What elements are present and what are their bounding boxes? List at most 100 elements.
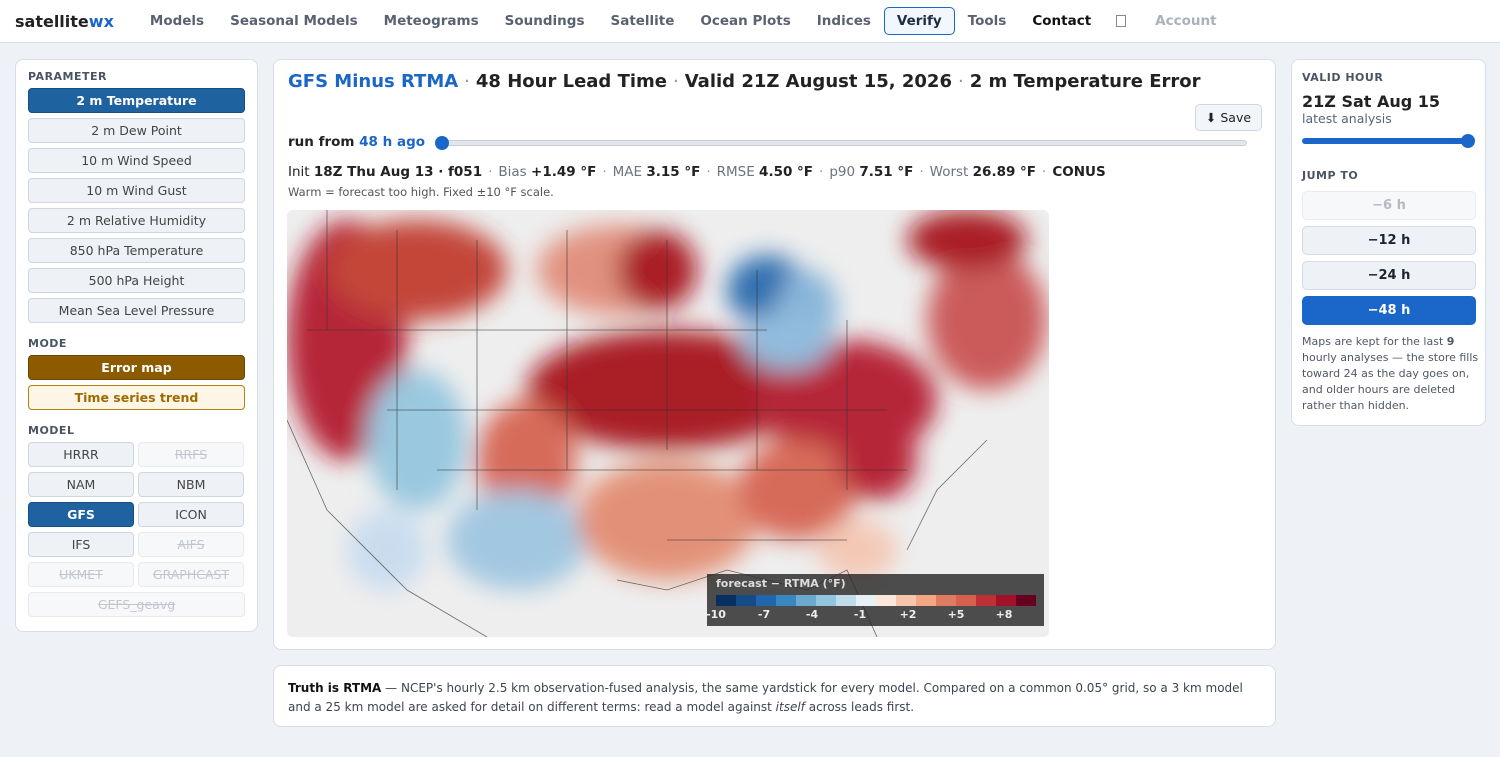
colorbar-tick: +5 (947, 608, 965, 621)
slider-knob[interactable] (1461, 134, 1475, 148)
swatch (716, 595, 736, 606)
stat-value: 7.51 °F (859, 164, 914, 180)
model-button: GRAPHCAST (138, 562, 244, 587)
parameter-button[interactable]: 2 m Relative Humidity (28, 208, 245, 233)
model-button[interactable]: IFS (28, 532, 134, 557)
parameter-button[interactable]: 2 m Temperature (28, 88, 245, 113)
stat-value: 4.50 °F (759, 164, 814, 180)
footer-text: across leads first. (804, 700, 915, 714)
footer-note: Truth is RTMA — NCEP's hourly 2.5 km obs… (273, 665, 1276, 727)
run-slider[interactable] (442, 140, 1247, 146)
colorbar-tick: -1 (853, 608, 867, 621)
model-button: RRFS (138, 442, 244, 467)
slider-knob[interactable] (435, 136, 449, 150)
swatch (736, 595, 756, 606)
nav-link[interactable]: Tools (967, 13, 1007, 29)
model-button: AIFS (138, 532, 244, 557)
stat-value: +1.49 °F (531, 164, 597, 180)
model-button[interactable]: NBM (138, 472, 244, 497)
parameter-button[interactable]: 500 hPa Height (28, 268, 245, 293)
brand[interactable]: satellitewx (15, 12, 114, 31)
jump-button[interactable]: −24 h (1302, 261, 1476, 290)
mode-button[interactable]: Error map (28, 355, 245, 380)
nav-link[interactable]: Verify (883, 7, 955, 35)
separator: · (919, 164, 924, 180)
swatch (776, 595, 796, 606)
jump-button[interactable]: −48 h (1302, 296, 1476, 325)
stats-line: Init 18Z Thu Aug 13 · f051 · Bias +1.49 °F… (288, 164, 1106, 180)
stat: Bias +1.49 °F (498, 164, 596, 180)
swatch (756, 595, 776, 606)
section-label: PARAMETER (28, 70, 107, 83)
swatch (956, 595, 976, 606)
footer-strong: Truth is RTMA (288, 681, 382, 695)
separator: · (464, 71, 470, 92)
separator: · (602, 164, 607, 180)
model-button[interactable]: GFS (28, 502, 134, 527)
swatch (856, 595, 876, 606)
brand-text: satellite (15, 11, 89, 31)
hour-slider[interactable] (1302, 138, 1470, 144)
model-button: UKMET (28, 562, 134, 587)
retention-note: Maps are kept for the last 9 hourly anal… (1302, 334, 1480, 414)
colorbar-tick: +2 (899, 608, 917, 621)
stat-label: MAE (612, 164, 643, 180)
section-label: JUMP TO (1302, 169, 1359, 182)
note-text: Maps are kept for the last (1302, 335, 1447, 348)
nav-link[interactable]: Models (149, 13, 205, 29)
separator: · (819, 164, 824, 180)
swatch (1016, 595, 1036, 606)
model-button[interactable]: ICON (138, 502, 244, 527)
run-from-value: 48 h ago (359, 134, 426, 150)
footer-text: — NCEP's hourly 2.5 km observation-fused… (288, 681, 1243, 714)
stat-label: Bias (498, 164, 527, 180)
top-nav: satellitewx Models Seasonal Models Meteogr… (0, 0, 1500, 43)
mode-button[interactable]: Time series trend (28, 385, 245, 410)
colorbar-tick: -7 (757, 608, 771, 621)
title-part: 2 m Temperature Error (969, 71, 1201, 92)
nav-link[interactable]: Account (1155, 13, 1217, 29)
stat-label: Worst (929, 164, 969, 180)
parameter-button[interactable]: 10 m Wind Gust (28, 178, 245, 203)
region: CONUS (1052, 164, 1106, 180)
parameter-button[interactable]: 2 m Dew Point (28, 118, 245, 143)
title-part: GFS Minus RTMA (288, 71, 459, 92)
separator: · (957, 71, 964, 92)
nav-link[interactable]: Contact (1032, 13, 1092, 29)
jump-button[interactable]: −12 h (1302, 226, 1476, 255)
valid-hour: 21Z Sat Aug 15 (1302, 92, 1441, 111)
save-button[interactable]: ⬇ Save (1195, 104, 1262, 131)
stat: p90 7.51 °F (829, 164, 913, 180)
stat-value: 18Z Thu Aug 13 · f051 (313, 164, 483, 180)
model-button[interactable]: NAM (28, 472, 134, 497)
nav-link[interactable]: Indices (816, 13, 871, 29)
run-from: run from 48 h ago (288, 134, 425, 150)
colorbar-title: forecast − RTMA (°F) (716, 577, 846, 590)
brand-text: wx (88, 11, 114, 31)
nav-link[interactable]: Ocean Plots (700, 13, 791, 29)
stat-value: 3.15 °F (646, 164, 701, 180)
separator: · (488, 164, 493, 180)
swatch (816, 595, 836, 606)
model-button[interactable]: HRRR (28, 442, 134, 467)
nav-link[interactable]: Soundings (504, 13, 585, 29)
section-label: MODEL (28, 424, 75, 437)
nav-link[interactable]: Meteograms (383, 13, 479, 29)
icon[interactable] (1116, 15, 1127, 27)
sidebar: PARAMETER MODE MODEL 2 m Temperature 2 m … (15, 59, 258, 632)
section-label: MODE (28, 337, 67, 350)
note: Warm = forecast too high. Fixed ±10 °F s… (288, 185, 554, 199)
nav-link[interactable]: Satellite (610, 13, 675, 29)
parameter-button[interactable]: 10 m Wind Speed (28, 148, 245, 173)
parameter-button[interactable]: 850 hPa Temperature (28, 238, 245, 263)
title-part: 48 Hour Lead Time (475, 71, 667, 92)
stat: Worst 26.89 °F (930, 164, 1036, 180)
footer-em: itself (775, 700, 805, 714)
section-label: VALID HOUR (1302, 71, 1384, 84)
model-button: GEFS_geavg (28, 592, 245, 617)
note-text: hourly analyses — the store fills toward… (1302, 351, 1479, 412)
parameter-button[interactable]: Mean Sea Level Pressure (28, 298, 245, 323)
nav-link[interactable]: Seasonal Models (230, 13, 358, 29)
